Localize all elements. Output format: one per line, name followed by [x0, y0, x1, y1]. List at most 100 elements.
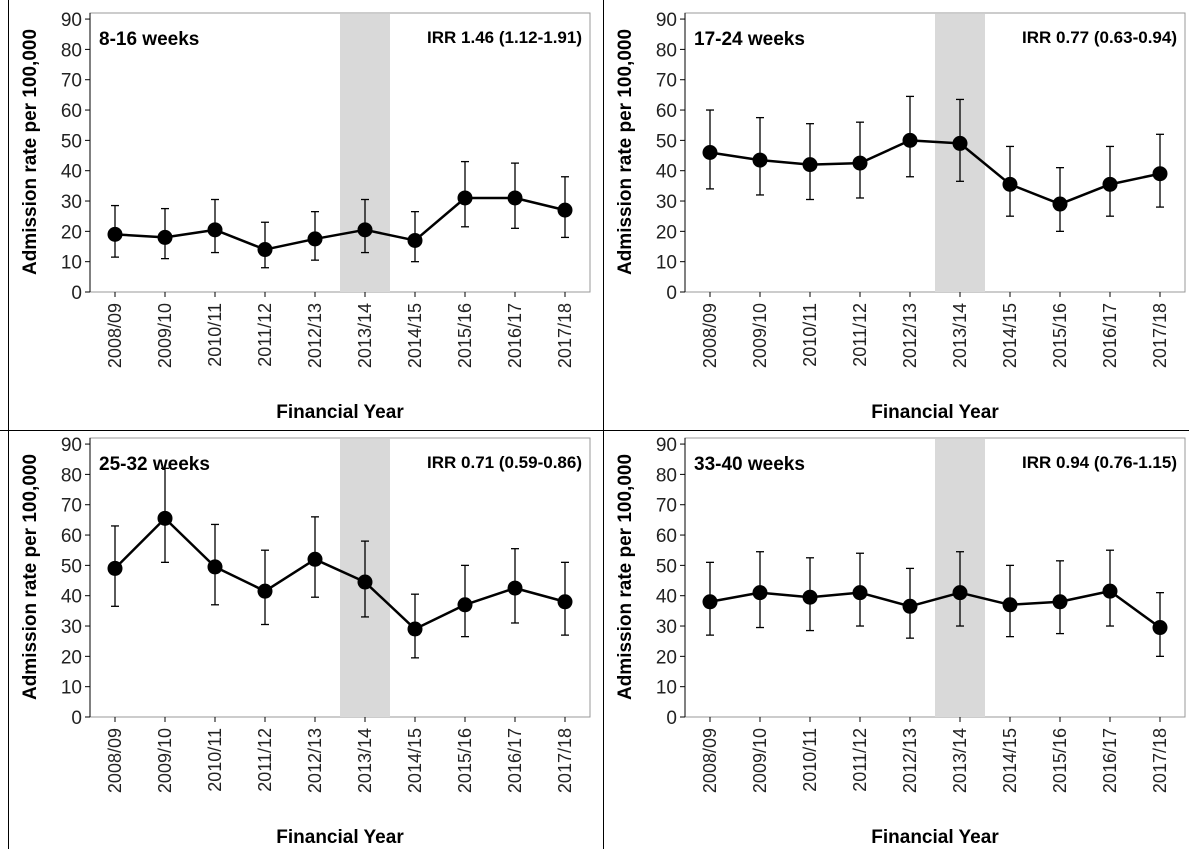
data-point: [852, 155, 868, 171]
y-tick-label: 20: [61, 222, 82, 243]
x-tick-label: 2015/16: [455, 728, 475, 793]
x-tick-label: 2015/16: [1050, 303, 1070, 368]
x-tick-label: 2013/14: [355, 303, 375, 368]
data-point: [802, 157, 818, 173]
irr-annotation: IRR 0.71 (0.59-0.86): [427, 453, 582, 472]
y-tick-label: 40: [656, 162, 677, 183]
x-tick-label: 2014/15: [405, 303, 425, 368]
data-point: [702, 594, 718, 610]
data-point: [307, 231, 323, 247]
x-tick-label: 2012/13: [305, 303, 325, 368]
irr-annotation: IRR 0.77 (0.63-0.94): [1022, 28, 1177, 47]
chart-33-40-weeks: 0 10 20 30 40 50 60 70 80 90 2008/09 2009/10 2010/11…: [615, 435, 1186, 848]
x-tick-label: 2008/09: [700, 728, 720, 793]
x-tick-label: 2013/14: [950, 303, 970, 368]
x-tick-label: 2011/12: [850, 303, 870, 367]
y-tick-label: 20: [656, 222, 677, 243]
data-point: [1102, 176, 1118, 192]
x-axis-title: Financial Year: [276, 402, 404, 423]
y-tick-label: 10: [656, 678, 677, 699]
x-axis-title: Financial Year: [871, 402, 999, 423]
y-tick-label: 70: [656, 496, 677, 517]
y-tick-label: 30: [61, 192, 82, 213]
y-tick-label: 90: [656, 10, 677, 31]
x-tick-label: 2010/11: [205, 303, 225, 367]
x-tick-label: 2017/18: [555, 728, 575, 793]
panel-17-24-weeks: 0 10 20 30 40 50 60 70 80 90 2008/09 2009/10 2010/11…: [595, 0, 1189, 424]
x-tick-label: 2012/13: [900, 303, 920, 368]
y-tick-label: 80: [656, 40, 677, 61]
horizontal-divider: [0, 430, 1189, 431]
y-tick-label: 70: [61, 496, 82, 517]
y-tick-label: 30: [61, 617, 82, 638]
y-tick-label: 80: [61, 465, 82, 486]
y-tick-label: 20: [61, 647, 82, 668]
data-point: [157, 229, 173, 245]
x-axis-title: Financial Year: [276, 827, 404, 848]
series-line: [709, 589, 1161, 629]
panel-8-16-weeks: 0 10 20 30 40 50 60 70 80 90 2008/09 2009/10 2010/11…: [0, 0, 594, 424]
data-point: [852, 585, 868, 601]
data-point: [952, 585, 968, 601]
x-tick-label: 2011/12: [850, 728, 870, 792]
data-point: [902, 132, 918, 148]
data-point: [902, 598, 918, 614]
y-tick-label: 70: [61, 71, 82, 92]
data-point: [307, 551, 323, 567]
data-point: [457, 190, 473, 206]
chart-17-24-weeks: 0 10 20 30 40 50 60 70 80 90 2008/09 2009/10 2010/11…: [615, 10, 1186, 423]
x-tick-label: 2014/15: [1000, 303, 1020, 368]
left-border: [8, 0, 9, 849]
x-tick-label: 2015/16: [455, 303, 475, 368]
data-point: [357, 222, 373, 238]
data-point: [257, 583, 273, 599]
data-point: [207, 222, 223, 238]
data-point: [702, 145, 718, 160]
y-tick-label: 0: [666, 283, 677, 304]
y-tick-label: 60: [61, 526, 82, 547]
y-tick-label: 70: [656, 71, 677, 92]
x-tick-label: 2009/10: [750, 303, 770, 368]
vertical-divider: [603, 0, 604, 849]
data-point: [507, 580, 523, 596]
panel-title: 8-16 weeks: [99, 29, 199, 50]
data-point: [1102, 583, 1118, 599]
y-tick-label: 10: [61, 253, 82, 274]
y-tick-label: 40: [61, 587, 82, 608]
chart-8-16-weeks: 0 10 20 30 40 50 60 70 80 90 2008/09 2009/10 2010/11…: [20, 10, 591, 423]
y-tick-label: 60: [656, 101, 677, 122]
data-point: [1002, 597, 1018, 613]
data-point: [1152, 620, 1168, 636]
irr-annotation: IRR 1.46 (1.12-1.91): [427, 28, 582, 47]
x-tick-label: 2014/15: [1000, 728, 1020, 793]
y-tick-label: 90: [61, 10, 82, 31]
x-tick-label: 2014/15: [405, 728, 425, 793]
y-axis-title: Admission rate per 100,000: [615, 29, 636, 275]
x-axis-title: Financial Year: [871, 827, 999, 848]
data-point: [1152, 166, 1168, 182]
y-tick-label: 30: [656, 617, 677, 638]
data-point: [557, 594, 573, 610]
panel-title: 17-24 weeks: [694, 29, 805, 50]
x-tick-label: 2011/12: [255, 728, 275, 792]
x-tick-label: 2015/16: [1050, 728, 1070, 793]
y-tick-label: 80: [61, 40, 82, 61]
panel-title: 25-32 weeks: [99, 454, 210, 475]
data-point: [257, 242, 273, 258]
x-tick-label: 2009/10: [155, 728, 175, 793]
data-point: [557, 202, 573, 218]
series-line: [114, 517, 566, 631]
data-point: [507, 190, 523, 206]
data-point: [1052, 594, 1068, 610]
x-tick-label: 2013/14: [950, 728, 970, 793]
y-tick-label: 10: [656, 253, 677, 274]
data-point: [752, 585, 768, 601]
series-line: [709, 139, 1161, 206]
data-point: [107, 226, 123, 242]
y-tick-label: 50: [656, 556, 677, 577]
y-tick-label: 90: [61, 435, 82, 456]
y-tick-label: 40: [61, 162, 82, 183]
x-tick-label: 2010/11: [205, 728, 225, 792]
x-tick-label: 2016/17: [505, 728, 525, 793]
